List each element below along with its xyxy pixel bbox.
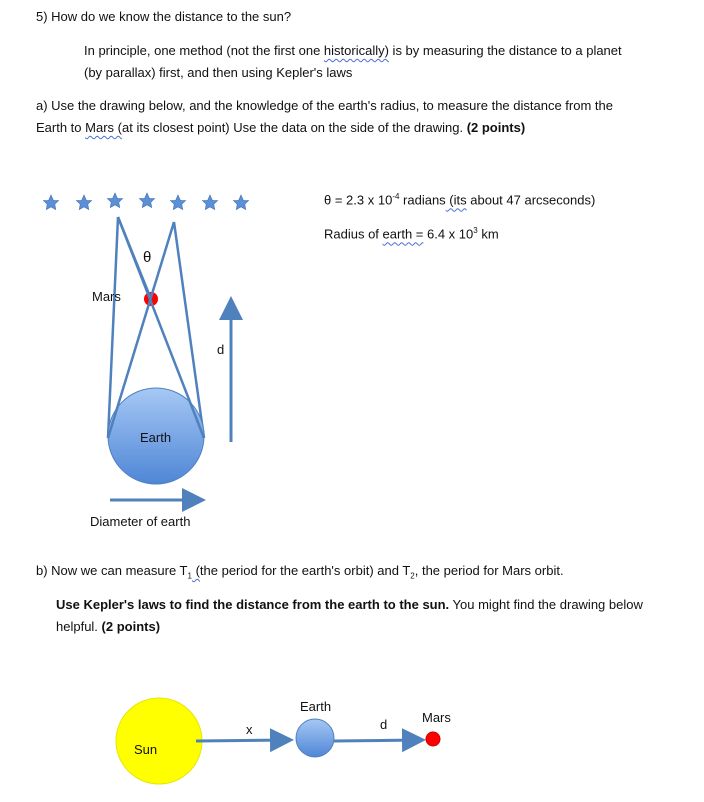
sun-label: Sun xyxy=(134,742,158,757)
subscript: 2 xyxy=(410,571,415,581)
intro-line-2: (by parallax) first, and then using Kepl… xyxy=(84,65,353,80)
mars-label-b: Mars xyxy=(422,710,451,725)
text: at its closest point) Use the data on th… xyxy=(121,120,467,135)
star-icon xyxy=(169,194,187,210)
text: b) Now we can measure T xyxy=(36,563,188,578)
part-a-line-1: a) Use the drawing below, and the knowle… xyxy=(36,98,613,113)
sight-line-right xyxy=(172,221,206,439)
text: helpful. xyxy=(56,619,102,634)
text: θ = 2.3 x 10 xyxy=(324,192,393,208)
exponent: -4 xyxy=(392,192,400,201)
star-icon xyxy=(138,192,156,208)
text: historically) xyxy=(323,43,389,58)
theta-label: θ xyxy=(143,249,152,266)
star-row xyxy=(42,192,250,210)
d-arrow-b xyxy=(333,728,426,753)
intro-line-1: In principle, one method (not the first … xyxy=(84,43,622,59)
earth-circle-b xyxy=(295,718,335,758)
points-label: (2 points) xyxy=(101,619,161,634)
star-icon xyxy=(201,194,219,210)
sight-line-a xyxy=(106,221,176,439)
text: km xyxy=(477,226,499,242)
sight-line-b xyxy=(116,216,206,439)
text: , the period for Mars orbit. xyxy=(414,563,564,578)
sight-line-left xyxy=(106,216,120,439)
text: (its xyxy=(445,192,467,208)
earth-label: Earth xyxy=(140,430,172,445)
text: You might find the drawing below xyxy=(449,597,643,612)
part-b-line-3: helpful. (2 points) xyxy=(56,619,160,635)
diameter-label: Diameter of earth xyxy=(90,514,191,529)
question-title: 5) How do we know the distance to the su… xyxy=(36,9,292,24)
points-label: (2 points) xyxy=(466,120,526,135)
star-icon xyxy=(232,194,250,210)
mars-dot-b xyxy=(425,731,441,747)
text: Earth to xyxy=(36,120,86,135)
text: Mars ( xyxy=(85,120,122,135)
text: ( xyxy=(191,563,200,578)
exponent: 3 xyxy=(473,226,478,235)
radius-value: Radius of earth = 6.4 x 103 km xyxy=(324,223,499,242)
text: is by measuring the distance to a planet xyxy=(388,43,622,58)
text: 6.4 x 10 xyxy=(423,226,474,242)
subscript: 1 xyxy=(187,571,192,581)
text: about 47 arcseconds) xyxy=(466,192,596,208)
earth-label-b: Earth xyxy=(300,699,332,714)
mars-label: Mars xyxy=(92,289,121,304)
d-label-b: d xyxy=(380,717,388,732)
text: Radius of xyxy=(324,226,383,242)
part-a-line-2: Earth to Mars (at its closest point) Use… xyxy=(36,120,525,136)
star-icon xyxy=(75,194,93,210)
sun-circle xyxy=(115,697,203,785)
text: Use Kepler's laws to find the distance f… xyxy=(56,597,450,612)
part-b-line-1: b) Now we can measure T1 (the period for… xyxy=(36,563,564,585)
text: radians xyxy=(399,192,446,208)
part-b-line-2: Use Kepler's laws to find the distance f… xyxy=(56,597,643,613)
star-icon xyxy=(42,194,60,210)
x-label: x xyxy=(246,722,253,737)
text: the period for the earth's orbit) and T xyxy=(199,563,411,578)
text: earth = xyxy=(382,226,424,242)
x-arrow xyxy=(195,728,294,753)
d-label: d xyxy=(217,342,225,357)
text: In principle, one method (not the first … xyxy=(84,43,324,58)
star-icon xyxy=(106,192,124,208)
theta-value: θ = 2.3 x 10-4 radians (its about 47 arc… xyxy=(324,189,595,208)
